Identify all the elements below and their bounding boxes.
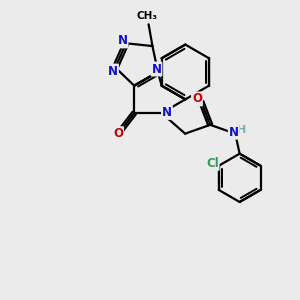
Text: N: N: [118, 34, 128, 47]
Text: O: O: [113, 127, 123, 140]
Text: Cl: Cl: [206, 157, 219, 170]
Text: O: O: [192, 92, 202, 105]
Text: CH₃: CH₃: [136, 11, 158, 21]
Text: N: N: [162, 106, 172, 119]
Text: N: N: [152, 62, 161, 76]
Text: N: N: [108, 64, 118, 77]
Text: N: N: [229, 126, 239, 139]
Text: H: H: [237, 125, 246, 135]
